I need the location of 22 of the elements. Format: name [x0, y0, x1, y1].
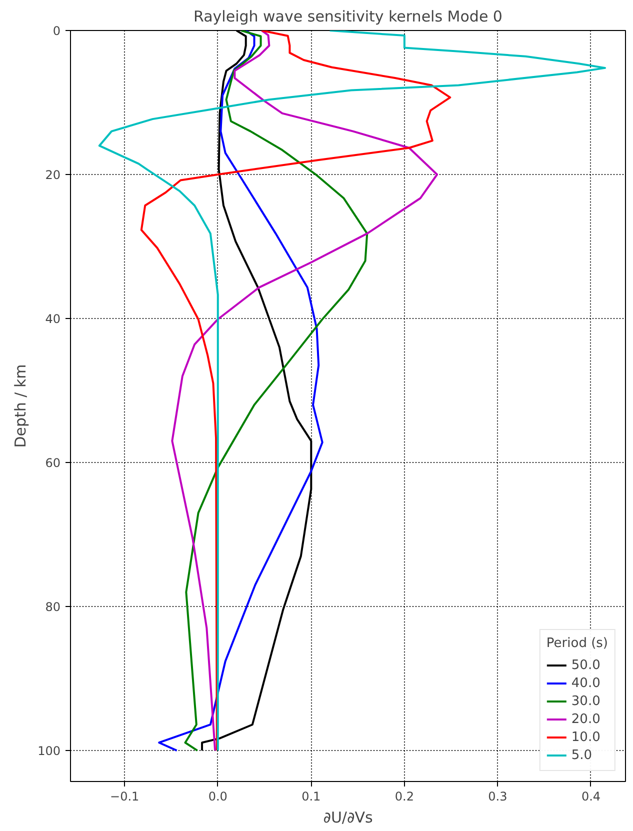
y-tick-label: 60 — [45, 456, 61, 470]
y-tick-label: 100 — [38, 744, 60, 758]
x-tick-label: 0.2 — [394, 790, 414, 804]
y-tick-label: 40 — [45, 312, 61, 326]
chart-title: Rayleigh wave sensitivity kernels Mode 0 — [194, 8, 502, 26]
y-tick-label: 80 — [45, 600, 61, 614]
x-axis-title: ∂U/∂Vs — [323, 808, 373, 826]
legend-label: 20.0 — [571, 710, 600, 728]
x-tick-label: 0.3 — [488, 790, 508, 804]
legend-label: 30.0 — [571, 692, 600, 710]
x-tick-label: 0.4 — [581, 790, 601, 804]
legend-label: 50.0 — [571, 656, 600, 674]
x-tick-label: −0.1 — [110, 790, 140, 804]
legend-label: 5.0 — [571, 746, 592, 764]
legend-label: 10.0 — [571, 728, 600, 746]
legend-title: Period (s) — [546, 636, 608, 651]
y-tick-label: 20 — [45, 168, 61, 182]
x-tick-label: 0.0 — [208, 790, 228, 804]
y-axis-title: Depth / km — [12, 364, 30, 448]
y-tick-label: 0 — [52, 24, 61, 38]
legend-label: 40.0 — [571, 674, 600, 692]
x-tick-label: 0.1 — [302, 790, 321, 804]
